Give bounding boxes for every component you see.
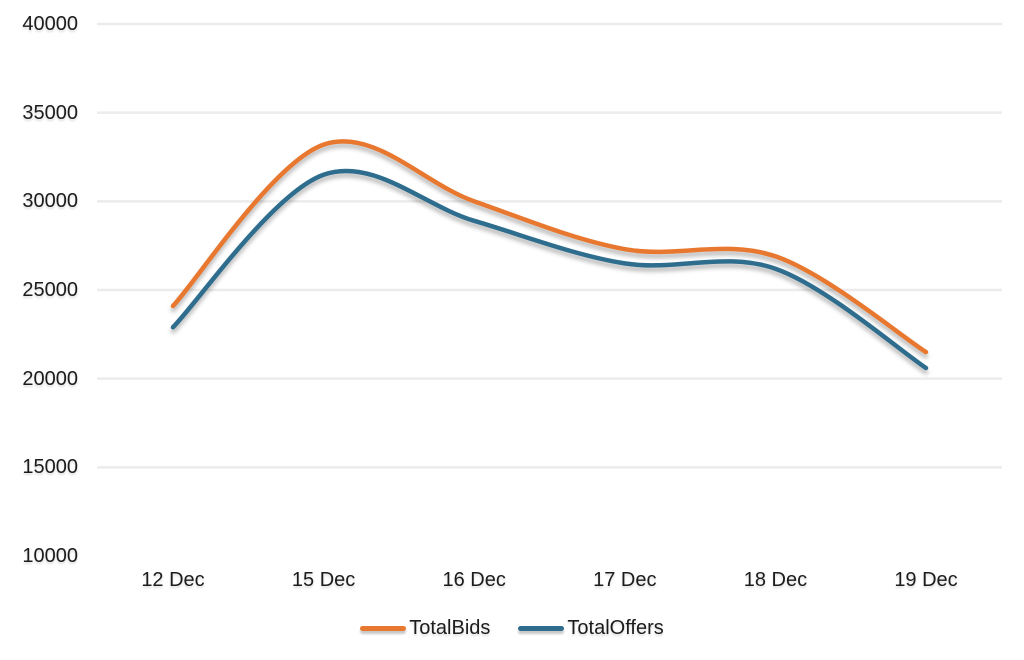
series-lines (170, 139, 929, 371)
x-tick-label: 17 Dec (593, 569, 657, 591)
series-line-totalbids (170, 139, 929, 355)
legend-item-totalbids[interactable]: TotalBids (360, 617, 490, 639)
legend-label-totaloffers: TotalOffers (567, 617, 664, 639)
y-tick-label: 30000 (22, 190, 78, 213)
y-tick-label: 35000 (22, 101, 78, 124)
legend-label-totalbids: TotalBids (409, 617, 491, 639)
gridlines (97, 22, 1002, 469)
x-tick-label: 12 Dec (141, 569, 205, 591)
series-line-totaloffers (170, 168, 929, 371)
x-tick-label: 16 Dec (442, 569, 506, 591)
legend-swatch-totalbids (360, 625, 407, 631)
x-tick-label: 15 Dec (291, 569, 356, 591)
x-tick-label: 18 Dec (743, 569, 808, 591)
legend-swatch-totaloffers (518, 625, 565, 631)
y-tick-label: 20000 (22, 367, 78, 390)
legend-item-totaloffers[interactable]: TotalOffers (518, 617, 664, 639)
x-tick-label: 19 Dec (894, 569, 958, 591)
y-tick-label: 40000 (22, 13, 78, 35)
y-tick-label: 10000 (22, 545, 78, 567)
y-tick-label: 15000 (22, 456, 78, 479)
legend: TotalBids TotalOffers (0, 616, 1024, 640)
y-tick-label: 25000 (22, 279, 78, 301)
